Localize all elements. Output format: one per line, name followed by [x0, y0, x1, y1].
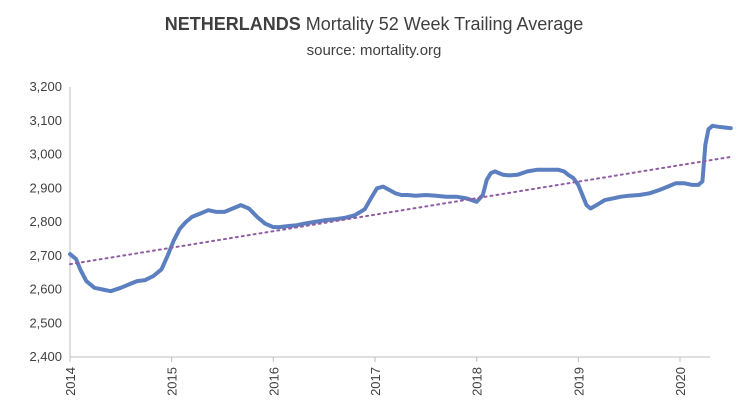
chart-title: NETHERLANDS Mortality 52 Week Trailing A… [0, 14, 748, 35]
x-tick-label: 2016 [266, 367, 281, 396]
y-tick-label: 3,100 [29, 113, 62, 128]
y-axis: 2,400 2,500 2,600 2,700 2,800 2,900 3,000 3,100… [29, 79, 71, 364]
x-tick-label: 2019 [571, 367, 586, 396]
x-tick-label: 2017 [368, 367, 383, 396]
y-tick-label: 3,000 [29, 147, 62, 162]
x-tick-label: 2014 [63, 367, 78, 396]
y-tick-label: 2,700 [29, 248, 62, 263]
trend-line [69, 155, 732, 266]
chart-title-bold: NETHERLANDS [164, 14, 301, 34]
y-tick-label: 3,200 [29, 79, 62, 94]
y-tick-label: 2,800 [29, 214, 62, 229]
y-tick-label: 2,900 [29, 180, 62, 195]
chart-subtitle: source: mortality.org [306, 42, 442, 59]
x-axis: 2014 2015 2016 2017 2018 2019 2020 [63, 356, 710, 396]
y-tick-label: 2,600 [29, 282, 62, 297]
mortality-series-line [68, 123, 733, 294]
x-tick-label: 2015 [165, 367, 180, 396]
series-group [68, 123, 733, 294]
x-tick-label: 2020 [673, 367, 688, 396]
y-tick-label: 2,500 [29, 315, 62, 330]
chart-title-rest: Mortality 52 Week Trailing Average [305, 14, 584, 34]
y-tick-label: 2,400 [29, 349, 62, 364]
x-tick-label: 2018 [470, 367, 485, 396]
